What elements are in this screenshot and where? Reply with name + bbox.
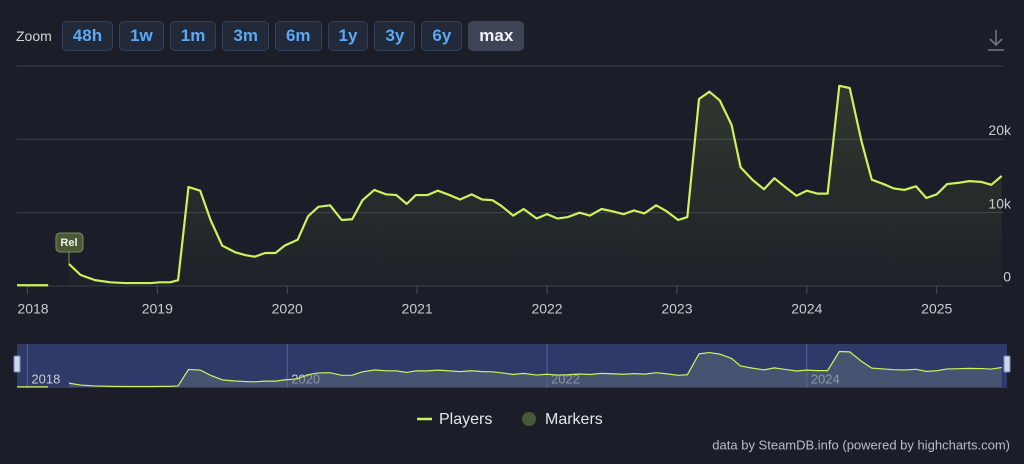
area-fill (68, 85, 1002, 286)
legend-label[interactable]: Players (439, 411, 492, 428)
y-tick-label: 20k (988, 122, 1012, 138)
annotation-flag[interactable] (55, 232, 84, 253)
zoom-button[interactable]: 3m (222, 21, 269, 51)
navigator-handle[interactable] (1003, 355, 1011, 373)
zoom-button[interactable]: max (468, 21, 525, 51)
annotation-label: Rel (60, 237, 77, 249)
x-tick-label: 2025 (921, 301, 952, 317)
legend-label[interactable]: Markers (545, 411, 603, 428)
zoom-label: Zoom (16, 28, 52, 44)
zoom-button[interactable]: 3y (374, 21, 416, 51)
zoom-button[interactable]: 6m (274, 21, 322, 51)
x-tick-label: 2023 (661, 301, 692, 317)
x-tick-label: 2022 (531, 301, 562, 317)
x-tick-label: 2021 (402, 301, 433, 317)
zoom-button[interactable]: 1m (169, 21, 217, 51)
y-tick-label: 0 (1003, 269, 1011, 285)
legend-swatch (522, 412, 536, 426)
zoom-button[interactable]: 1w (119, 21, 164, 51)
x-tick-label: 2020 (272, 301, 303, 317)
credits: data by SteamDB.info (powered by highcha… (712, 437, 1010, 452)
zoom-button[interactable]: 6y (421, 21, 463, 51)
x-tick-label: 2018 (17, 301, 48, 317)
x-tick-label: 2024 (791, 301, 822, 317)
navigator-area (68, 351, 1002, 387)
navigator-tick-label: 2018 (31, 371, 60, 386)
zoom-bar: Zoom 48h 1w 1m 3m 6m 1y 3y 6y max (16, 21, 525, 51)
data-line (17, 84, 1003, 287)
navigator-handle[interactable] (13, 355, 21, 373)
x-tick-label: 2019 (142, 301, 173, 317)
zoom-button[interactable]: 1y (327, 21, 369, 51)
zoom-button[interactable]: 48h (61, 21, 114, 51)
navigator-line (17, 350, 1002, 388)
download-icon[interactable] (988, 30, 1004, 51)
